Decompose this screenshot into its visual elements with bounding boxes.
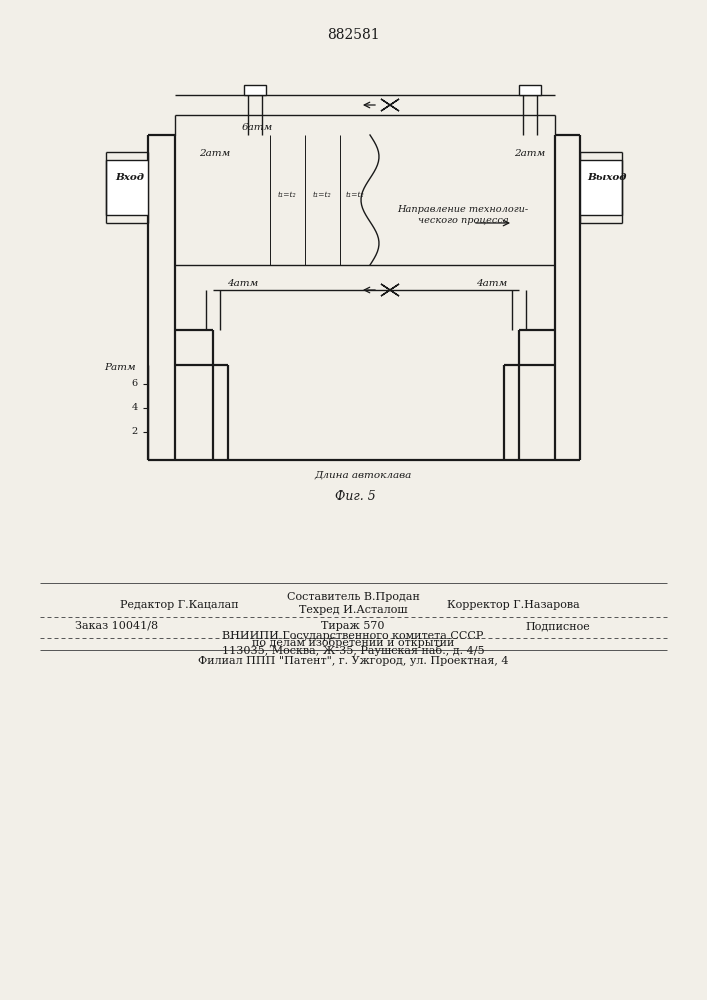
Bar [244,85,266,95]
Text: 6атм: 6атм [241,122,273,131]
Polygon shape [381,284,399,290]
Text: 2атм: 2атм [515,149,546,158]
Text: t₁=t₂: t₁=t₂ [278,191,296,199]
Text: Корректор Г.Назарова: Корректор Г.Назарова [448,600,580,610]
Polygon shape [381,290,399,296]
Text: Составитель В.Продан: Составитель В.Продан [286,592,419,602]
Text: 113035, Москва, Ж-35, Раушская наб., д. 4/5: 113035, Москва, Ж-35, Раушская наб., д. … [222,645,484,656]
Text: 4: 4 [132,403,138,412]
Text: Редактор Г.Кацалап: Редактор Г.Кацалап [120,600,239,610]
Text: Техред И.Асталош: Техред И.Асталош [298,605,407,615]
Text: t₁=t₂: t₁=t₂ [346,191,364,199]
Text: Заказ 10041/8: Заказ 10041/8 [75,621,158,631]
Text: Филиал ППП "Патент", г. Ужгород, ул. Проектная, 4: Филиал ППП "Патент", г. Ужгород, ул. Про… [198,656,508,666]
Text: Длина автоклава: Длина автоклава [315,471,411,480]
Text: по делам изобретений и открытий: по делам изобретений и открытий [252,638,454,648]
Text: Ратм: Ратм [104,363,136,372]
Text: 2: 2 [132,427,138,436]
Text: Направление технологи-
ческого процесса: Направление технологи- ческого процесса [397,205,529,225]
Bar [106,160,148,215]
Text: 2атм: 2атм [199,149,230,158]
Text: 4атм: 4атм [477,279,508,288]
Text: Подписное: Подписное [525,621,590,631]
Bar [580,160,622,215]
Text: 882581: 882581 [327,28,380,42]
Polygon shape [381,105,399,111]
Text: Выход: Выход [588,174,626,182]
Text: 6: 6 [132,379,138,388]
Bar [519,85,541,95]
Text: 4атм: 4атм [228,279,259,288]
Text: Фиг. 5: Фиг. 5 [334,489,375,502]
Text: ВНИИПИ Государственного комитета СССР: ВНИИПИ Государственного комитета СССР [222,631,484,641]
Text: Тираж 570: Тираж 570 [321,621,385,631]
Text: t₁=t₂: t₁=t₂ [312,191,332,199]
Text: Вход: Вход [115,174,144,182]
Polygon shape [381,99,399,105]
